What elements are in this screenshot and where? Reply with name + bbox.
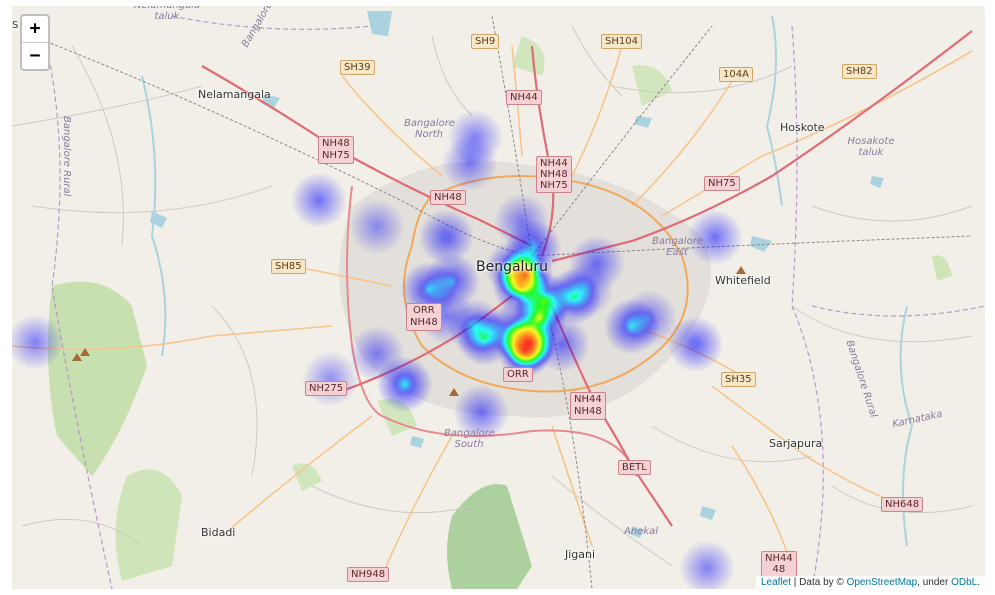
zoom-in-button[interactable]: + (29, 18, 41, 39)
map-container[interactable]: Nelamangala Bengaluru Hoskote Whitefield… (12, 6, 985, 589)
attribution-text: , under (917, 577, 952, 588)
attribution-text: . (977, 577, 980, 588)
attribution: Leaflet | Data by © OpenStreetMap, under… (755, 576, 985, 589)
osm-link[interactable]: OpenStreetMap (846, 577, 918, 588)
leaflet-link[interactable]: Leaflet (760, 577, 792, 588)
attribution-text: | Data by © (791, 577, 847, 588)
zoom-control: + − (20, 14, 50, 71)
zoom-out-button[interactable]: − (22, 42, 48, 69)
odbl-link[interactable]: ODbL (951, 577, 978, 588)
heatmap-layer (12, 6, 985, 589)
